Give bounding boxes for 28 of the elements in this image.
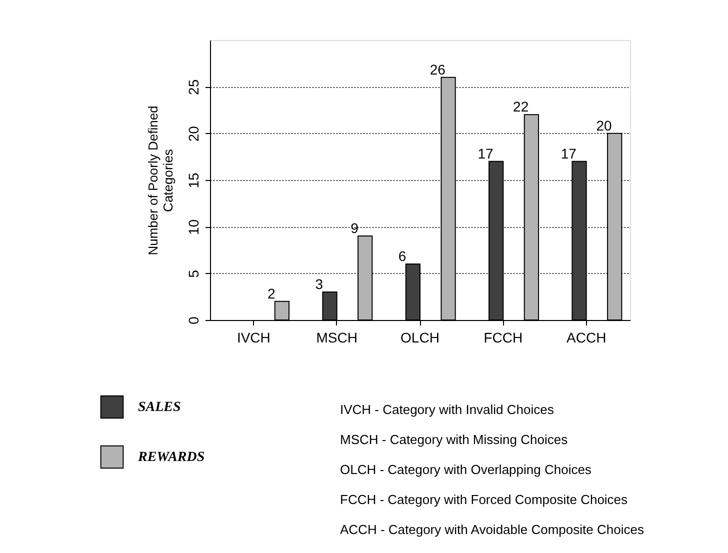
x-tick-label: IVCH xyxy=(236,330,270,346)
y-tick-label: 10 xyxy=(186,219,202,235)
text: FCCH - Category with Forced Composite Choices xyxy=(340,492,628,507)
y-tick-label: 15 xyxy=(186,172,202,188)
text: OLCH - Category with Overlapping Choices xyxy=(340,462,592,477)
text: IVCH - Category with Invalid Choices xyxy=(340,402,554,417)
data-label: 20 xyxy=(596,117,612,134)
x-tick-label: ACCH xyxy=(566,330,606,346)
x-tick-label: MSCH xyxy=(316,330,358,346)
text: MSCH - Category with Missing Choices xyxy=(340,432,568,447)
x-tick-label: FCCH xyxy=(484,330,523,346)
y-axis-title: Number of Poorly Defined Categories xyxy=(146,106,176,256)
y-tick-label: 0 xyxy=(186,316,202,324)
y-tick-label: 20 xyxy=(186,126,202,142)
data-label: 26 xyxy=(430,61,446,78)
data-label: 9 xyxy=(350,220,359,236)
data-label: 17 xyxy=(478,145,494,162)
legend-label: REWARDS xyxy=(137,450,205,465)
text: ACCH - Category with Avoidable Composite Choices xyxy=(340,522,644,537)
data-label: 3 xyxy=(315,276,324,292)
legend-label: SALES xyxy=(138,400,182,415)
y-tick-label: 25 xyxy=(186,79,202,95)
data-label: 2 xyxy=(267,285,276,302)
data-label: 6 xyxy=(398,248,406,264)
y-tick-label: 5 xyxy=(186,270,202,278)
data-label: 22 xyxy=(513,98,529,115)
x-tick-label: OLCH xyxy=(400,330,440,346)
data-label: 17 xyxy=(560,145,577,162)
